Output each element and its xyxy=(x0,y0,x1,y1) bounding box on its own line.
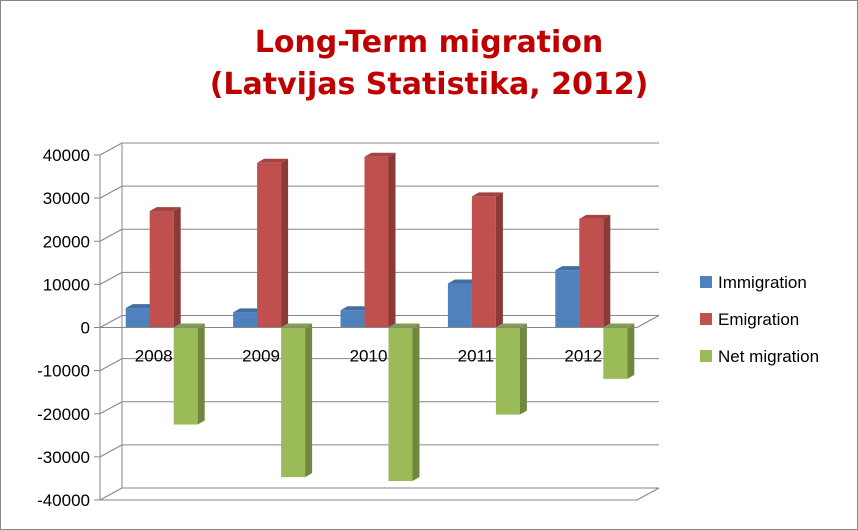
legend-item-label: Net migration xyxy=(718,347,819,366)
x-category-label: 2011 xyxy=(458,347,495,366)
bar-top xyxy=(579,214,611,219)
bar-side xyxy=(305,323,313,478)
floor-right-edge xyxy=(636,487,660,501)
gridline-side xyxy=(99,487,123,501)
bar-emigration xyxy=(579,218,604,328)
legend-swatch xyxy=(700,350,712,362)
legend-swatch xyxy=(700,276,712,288)
bar-top xyxy=(364,152,396,157)
bar-immigration xyxy=(340,310,365,328)
bar-top xyxy=(149,207,181,212)
chart-subtitle: (Latvijas Statistika, 2012) xyxy=(209,67,649,102)
bar-emigration xyxy=(364,156,389,328)
y-tick-label: -30000 xyxy=(37,448,90,467)
bar-side xyxy=(197,323,205,425)
chart-title: Long-Term migration xyxy=(254,25,604,60)
bar-side xyxy=(281,158,289,328)
bar-net-migration xyxy=(495,327,520,415)
bar-top xyxy=(603,323,635,328)
bar-emigration xyxy=(149,211,174,328)
x-category-label: 2008 xyxy=(135,347,173,366)
bar-side xyxy=(388,152,396,328)
bar-top xyxy=(340,306,372,311)
bar-net-migration xyxy=(281,327,306,478)
x-category-label: 2009 xyxy=(242,347,280,366)
bar-net-migration xyxy=(388,327,413,482)
gridline-side xyxy=(99,401,123,415)
bar-side xyxy=(519,323,527,415)
y-tick-label: 30000 xyxy=(43,189,90,208)
bar-immigration xyxy=(233,312,258,328)
gridline-side xyxy=(99,444,123,458)
legend-item-label: Emigration xyxy=(718,310,799,329)
bar-top xyxy=(173,323,205,328)
y-tick-label: 0 xyxy=(81,319,90,338)
bar-immigration xyxy=(447,283,472,328)
bar-top xyxy=(388,323,420,328)
bar-net-migration xyxy=(603,327,628,379)
bar-immigration xyxy=(125,308,150,328)
y-tick-label: -20000 xyxy=(37,405,90,424)
y-tick-label: 10000 xyxy=(43,275,90,294)
bar-emigration xyxy=(257,162,282,328)
gridline-side xyxy=(99,142,123,156)
x-category-label: 2012 xyxy=(564,347,602,366)
bar-top xyxy=(495,323,527,328)
bar-side xyxy=(603,214,611,328)
y-tick-label: -40000 xyxy=(37,491,90,510)
bar-emigration xyxy=(471,196,496,328)
gridline-side xyxy=(99,185,123,199)
bar-side xyxy=(495,192,503,328)
bar-net-migration xyxy=(173,327,198,425)
bar-top xyxy=(555,266,587,271)
legend-item-label: Immigration xyxy=(718,273,807,292)
bar-top xyxy=(281,323,313,328)
legend-swatch xyxy=(700,313,712,325)
bar-immigration xyxy=(555,270,580,328)
bar-side xyxy=(173,207,181,328)
bar-top xyxy=(125,304,157,309)
zero-line-side xyxy=(636,315,660,328)
bar-side xyxy=(627,323,635,379)
gridline-side xyxy=(99,271,123,285)
gridline-side xyxy=(99,315,123,328)
bar-top xyxy=(257,158,289,163)
bar-top xyxy=(471,192,503,197)
bar-top xyxy=(447,279,479,284)
gridline-side xyxy=(99,228,123,242)
y-tick-label: 20000 xyxy=(43,232,90,251)
x-category-label: 2010 xyxy=(350,347,388,366)
y-tick-label: -10000 xyxy=(37,362,90,381)
bar-top xyxy=(233,308,265,313)
y-tick-label: 40000 xyxy=(43,146,90,165)
bar-side xyxy=(412,323,420,482)
gridline-side xyxy=(99,358,123,372)
